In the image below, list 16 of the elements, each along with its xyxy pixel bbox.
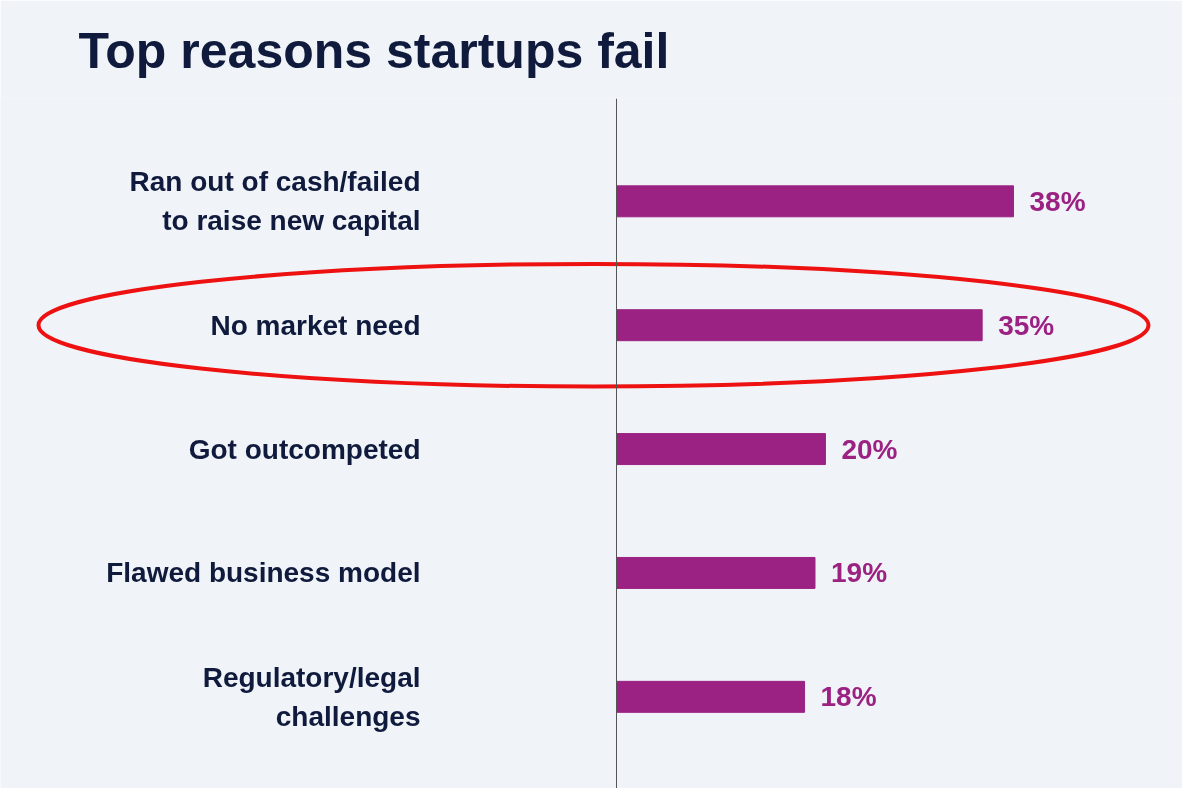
bar bbox=[616, 309, 983, 342]
y-tick-label: Flawed business model bbox=[106, 557, 421, 589]
data-label: 19% bbox=[830, 557, 888, 589]
y-tick-label: Ran out of cash/failed to raise new capital bbox=[129, 166, 421, 237]
bar bbox=[616, 680, 806, 713]
bar bbox=[616, 556, 816, 589]
bar bbox=[616, 433, 826, 466]
y-tick-label: Regulatory/legal challenges bbox=[202, 661, 421, 732]
y-tick-label: No market need bbox=[210, 309, 421, 341]
data-label: 38% bbox=[1029, 185, 1086, 217]
data-label: 18% bbox=[820, 681, 877, 713]
y-tick-label: Got outcompeted bbox=[188, 433, 421, 465]
data-label: 20% bbox=[841, 433, 898, 465]
bar bbox=[616, 185, 1014, 218]
data-label: 35% bbox=[998, 309, 1055, 341]
chart-title: Top reasons startups fail bbox=[78, 22, 670, 79]
